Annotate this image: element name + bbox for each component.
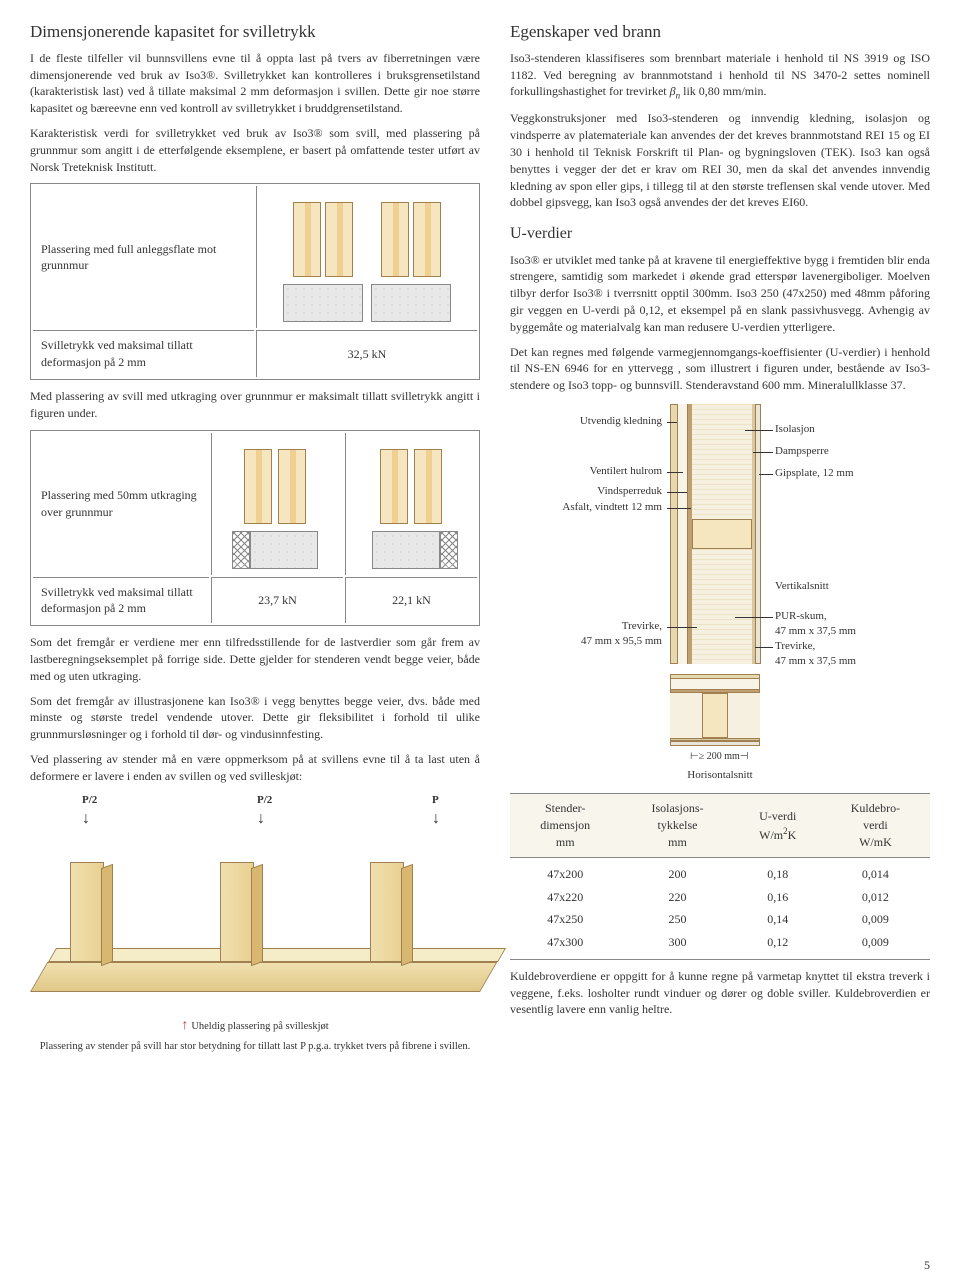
fig2-value-2: 22,1 kN (345, 577, 477, 624)
figure-table-1: Plassering med full anleggsflate mot gru… (30, 183, 480, 380)
label-asfalt: Asfalt, vindtett 12 mm (512, 500, 662, 515)
u-value-table: Stender- dimensjon mm Isolasjons- tykkel… (510, 793, 930, 960)
label-ventilert-hulrom: Ventilert hulrom (512, 464, 662, 479)
label-utvendig-kledning: Utvendig kledning (512, 414, 662, 429)
label-200mm: ⊢≥ 200 mm⊣ (690, 750, 748, 764)
fig1-value: 32,5 kN (256, 330, 477, 377)
page-number: 5 (924, 1257, 930, 1274)
th-stender: Stender- dimensjon mm (510, 794, 620, 857)
load-labels: P/2↓ P/2↓ P↓ (30, 793, 480, 831)
arrow-down-icon: ↓ (257, 810, 265, 827)
figure-table-2: Plassering med 50mm utkraging over grunn… (30, 430, 480, 627)
table-row: 47x2002000,180,014 (510, 857, 930, 885)
fig1-value-label: Svilletrykk ved maksimal tillatt deforma… (33, 330, 254, 377)
plan-section-diagram: ⊢≥ 200 mm⊣ (590, 674, 850, 764)
th-kuldebro: Kuldebro- verdi W/mK (821, 794, 930, 857)
label-dampsperre: Dampsperre (775, 444, 829, 459)
sill-3d-diagram (30, 842, 480, 1012)
para-r3: Iso3® er utviklet med tanke på at kraven… (510, 252, 930, 336)
label-vertikalsnitt: Vertikalsnitt (775, 579, 829, 594)
para-r5: Kuldebroverdiene er oppgitt for å kunne … (510, 968, 930, 1018)
fig1-diagram (265, 192, 469, 322)
th-isolasjon: Isolasjons- tykkelse mm (620, 794, 734, 857)
table-row: 47x3003000,120,009 (510, 931, 930, 959)
para-4: Som det fremgår er verdiene mer enn tilf… (30, 634, 480, 684)
para-r2: Veggkonstruksjoner med Iso3-stenderen og… (510, 110, 930, 211)
fig2-diagram-a (220, 439, 335, 569)
table-row: 47x2502500,140,009 (510, 908, 930, 931)
wall-section-diagram: Utvendig kledning Ventilert hulrom Vinds… (510, 404, 930, 783)
fig2-value-1: 23,7 kN (211, 577, 343, 624)
arrow-up-icon: ↑ (181, 1018, 188, 1033)
fig2-value-label: Svilletrykk ved maksimal tillatt deforma… (33, 577, 209, 624)
fig1-row-label: Plassering med full anleggsflate mot gru… (33, 186, 254, 328)
heading-svilletrykk: Dimensjonerende kapasitet for svilletryk… (30, 20, 480, 44)
para-3: Med plassering av svill med utkraging ov… (30, 388, 480, 422)
heading-uverdier: U-verdier (510, 223, 930, 245)
label-vindsperreduk: Vindsperreduk (512, 484, 662, 499)
label-horisontalsnitt: Horisontalsnitt (510, 768, 930, 783)
table-row: 47x2202200,160,012 (510, 886, 930, 909)
label-isolasjon: Isolasjon (775, 422, 815, 437)
para-1: I de fleste tilfeller vil bunnsvillens e… (30, 50, 480, 117)
para-r4: Det kan regnes med følgende varmegjennom… (510, 344, 930, 394)
para-r1: Iso3-stenderen klassifiseres som brennba… (510, 50, 930, 103)
arrow-down-icon: ↓ (82, 810, 90, 827)
label-trevirke-2: Trevirke,47 mm x 37,5 mm (775, 639, 856, 670)
arrow-caption: Uheldig plassering på svilleskjøt (191, 1021, 328, 1032)
para-5: Som det fremgår av illustrasjonene kan I… (30, 693, 480, 743)
label-purskum: PUR-skum,47 mm x 37,5 mm (775, 609, 856, 640)
fig2-row-label: Plassering med 50mm utkraging over grunn… (33, 433, 209, 575)
heading-brann: Egenskaper ved brann (510, 20, 930, 44)
label-gipsplate: Gipsplate, 12 mm (775, 466, 854, 481)
arrow-down-icon: ↓ (432, 810, 440, 827)
sill-caption: Plassering av stender på svill har stor … (30, 1040, 480, 1055)
para-2: Karakteristisk verdi for svilletrykket v… (30, 125, 480, 175)
para-6: Ved plassering av stender må en være opp… (30, 751, 480, 785)
th-uverdi: U-verdiW/m2K (735, 794, 821, 857)
fig2-diagram-b (354, 439, 469, 569)
label-trevirke-1: Trevirke,47 mm x 95,5 mm (512, 619, 662, 650)
